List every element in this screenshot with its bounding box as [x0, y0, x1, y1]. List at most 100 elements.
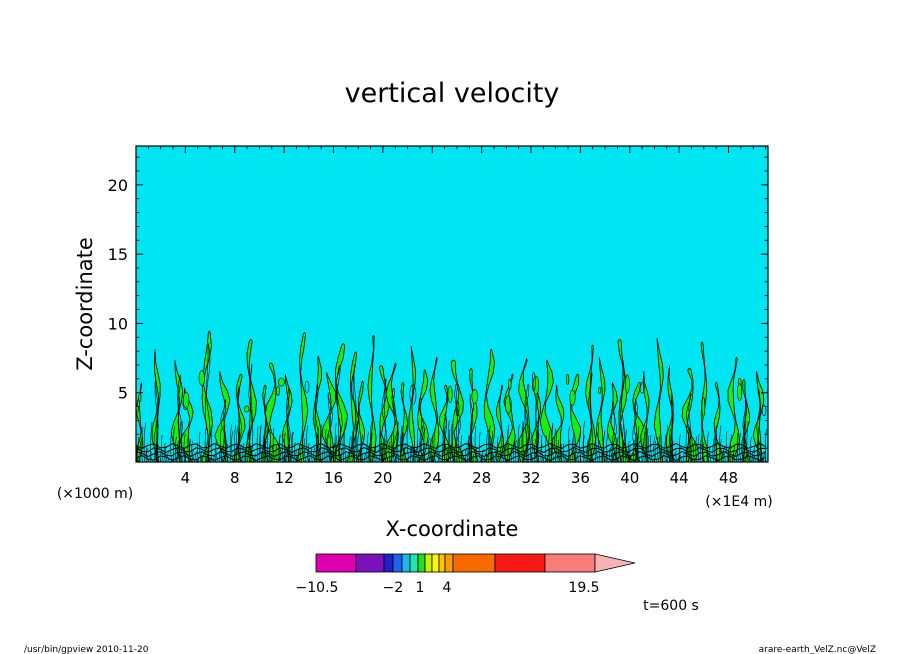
plot-background	[136, 146, 768, 462]
colorbar-segment	[417, 553, 426, 573]
surface-contour-line	[251, 446, 254, 462]
surface-contour-line	[437, 432, 440, 462]
surface-contour-line	[421, 425, 424, 462]
colorbar-labels: −10.5 −2 1 4 19.5	[296, 580, 600, 596]
colorbar-segment	[383, 553, 394, 573]
small-contour	[182, 391, 190, 409]
plume-contour	[200, 330, 213, 462]
surface-contour-line	[223, 424, 226, 462]
x-tick-label: 48	[719, 469, 738, 487]
surface-contour-line	[750, 436, 752, 462]
plume-inner-contour	[325, 392, 333, 462]
small-contour	[639, 382, 645, 394]
surface-contour-line	[526, 421, 529, 462]
surface-contour-line	[489, 425, 492, 462]
colorbar-segment	[424, 553, 433, 573]
colorbar-tick-label: 1	[416, 580, 425, 596]
surface-contour-line	[371, 432, 374, 462]
surface-contour-line	[404, 444, 408, 462]
surface-contour-line	[617, 448, 620, 462]
surface-contour-line	[646, 427, 649, 462]
x-tick-label: 24	[423, 469, 442, 487]
surface-contour-line	[664, 434, 667, 462]
surface-contour-line	[521, 420, 524, 462]
surface-contour-line	[143, 423, 146, 462]
surface-contour-line	[484, 453, 487, 462]
surface-contour-line	[308, 443, 311, 462]
plume-inner-contour	[381, 378, 388, 462]
surface-contour-line	[746, 421, 749, 462]
plume-inner-contour	[313, 383, 319, 462]
plume-contour	[321, 372, 337, 462]
small-contour	[761, 405, 767, 417]
small-contour	[138, 392, 142, 403]
colorbar-segment	[401, 553, 411, 573]
surface-contour-line	[423, 451, 427, 462]
plot-frame	[135, 145, 769, 463]
surface-contour-line	[507, 424, 511, 462]
surface-contour-line	[447, 420, 450, 462]
surface-contour-line	[612, 452, 616, 462]
small-contour	[409, 384, 417, 405]
surface-contour-line	[275, 445, 278, 462]
plume-inner-contour	[620, 360, 625, 462]
plume-contour	[596, 357, 606, 462]
surface-contour-line	[303, 438, 307, 462]
plume-contour	[416, 369, 429, 462]
x-axis-ticks: 4 8 12 16 20 24 28 32 36 40 44 48	[147, 146, 766, 487]
surface-contour-line	[306, 425, 309, 462]
contour-dense-lines	[136, 420, 767, 462]
surface-contour-line	[487, 431, 490, 462]
plume-contour	[539, 359, 554, 462]
y-tick-label: 5	[118, 384, 128, 403]
x-tick-label: 20	[373, 469, 392, 487]
surface-contour-line	[183, 433, 186, 462]
plume-contour	[400, 382, 409, 462]
small-contour	[508, 378, 512, 390]
plume-contour	[450, 359, 467, 462]
surface-contour-line	[184, 448, 187, 462]
surface-contour-line	[154, 445, 157, 462]
surface-contour-band	[136, 454, 767, 462]
surface-contour-line	[446, 448, 449, 462]
surface-contour-line	[317, 427, 319, 462]
surface-contour-line	[215, 439, 219, 462]
surface-contour-line	[474, 426, 477, 462]
surface-contour-line	[256, 426, 259, 462]
colorbar-segment	[544, 553, 596, 573]
surface-contour-line	[208, 443, 210, 462]
plume-contour	[469, 368, 479, 462]
surface-contour-line	[460, 435, 463, 462]
colorbar-tick-label: −10.5	[296, 580, 339, 596]
surface-contour-line	[654, 440, 658, 462]
surface-contour-line	[720, 438, 723, 462]
colorbar	[315, 553, 636, 573]
surface-contour-line	[540, 443, 543, 462]
plume-inner-contour	[588, 372, 593, 462]
small-contour	[277, 377, 285, 387]
surface-contour-line	[351, 430, 354, 462]
surface-contour-line	[504, 445, 507, 462]
surface-contour-line	[454, 442, 457, 462]
surface-contour-line	[220, 428, 223, 462]
plume-contour	[330, 343, 348, 462]
surface-contour-line	[673, 452, 676, 462]
surface-contour-line	[416, 428, 420, 462]
surface-contour-line	[262, 434, 265, 462]
colorbar-segment	[409, 553, 419, 573]
surface-contour-line	[729, 434, 732, 462]
surface-contour-line	[548, 431, 551, 462]
surface-contour-line	[457, 420, 460, 462]
y-tick-label: 20	[108, 176, 128, 195]
surface-contour-band	[136, 446, 767, 454]
surface-contour-line	[514, 440, 517, 462]
surface-contour-line	[628, 440, 630, 462]
surface-contour-line	[281, 433, 284, 462]
surface-contour-band	[136, 442, 767, 450]
y-tick-label: 15	[108, 245, 128, 264]
small-contour	[532, 376, 540, 395]
small-contour	[244, 405, 250, 413]
surface-contour-line	[299, 441, 303, 462]
surface-contour-line	[321, 449, 324, 462]
surface-contour-line	[478, 432, 481, 462]
